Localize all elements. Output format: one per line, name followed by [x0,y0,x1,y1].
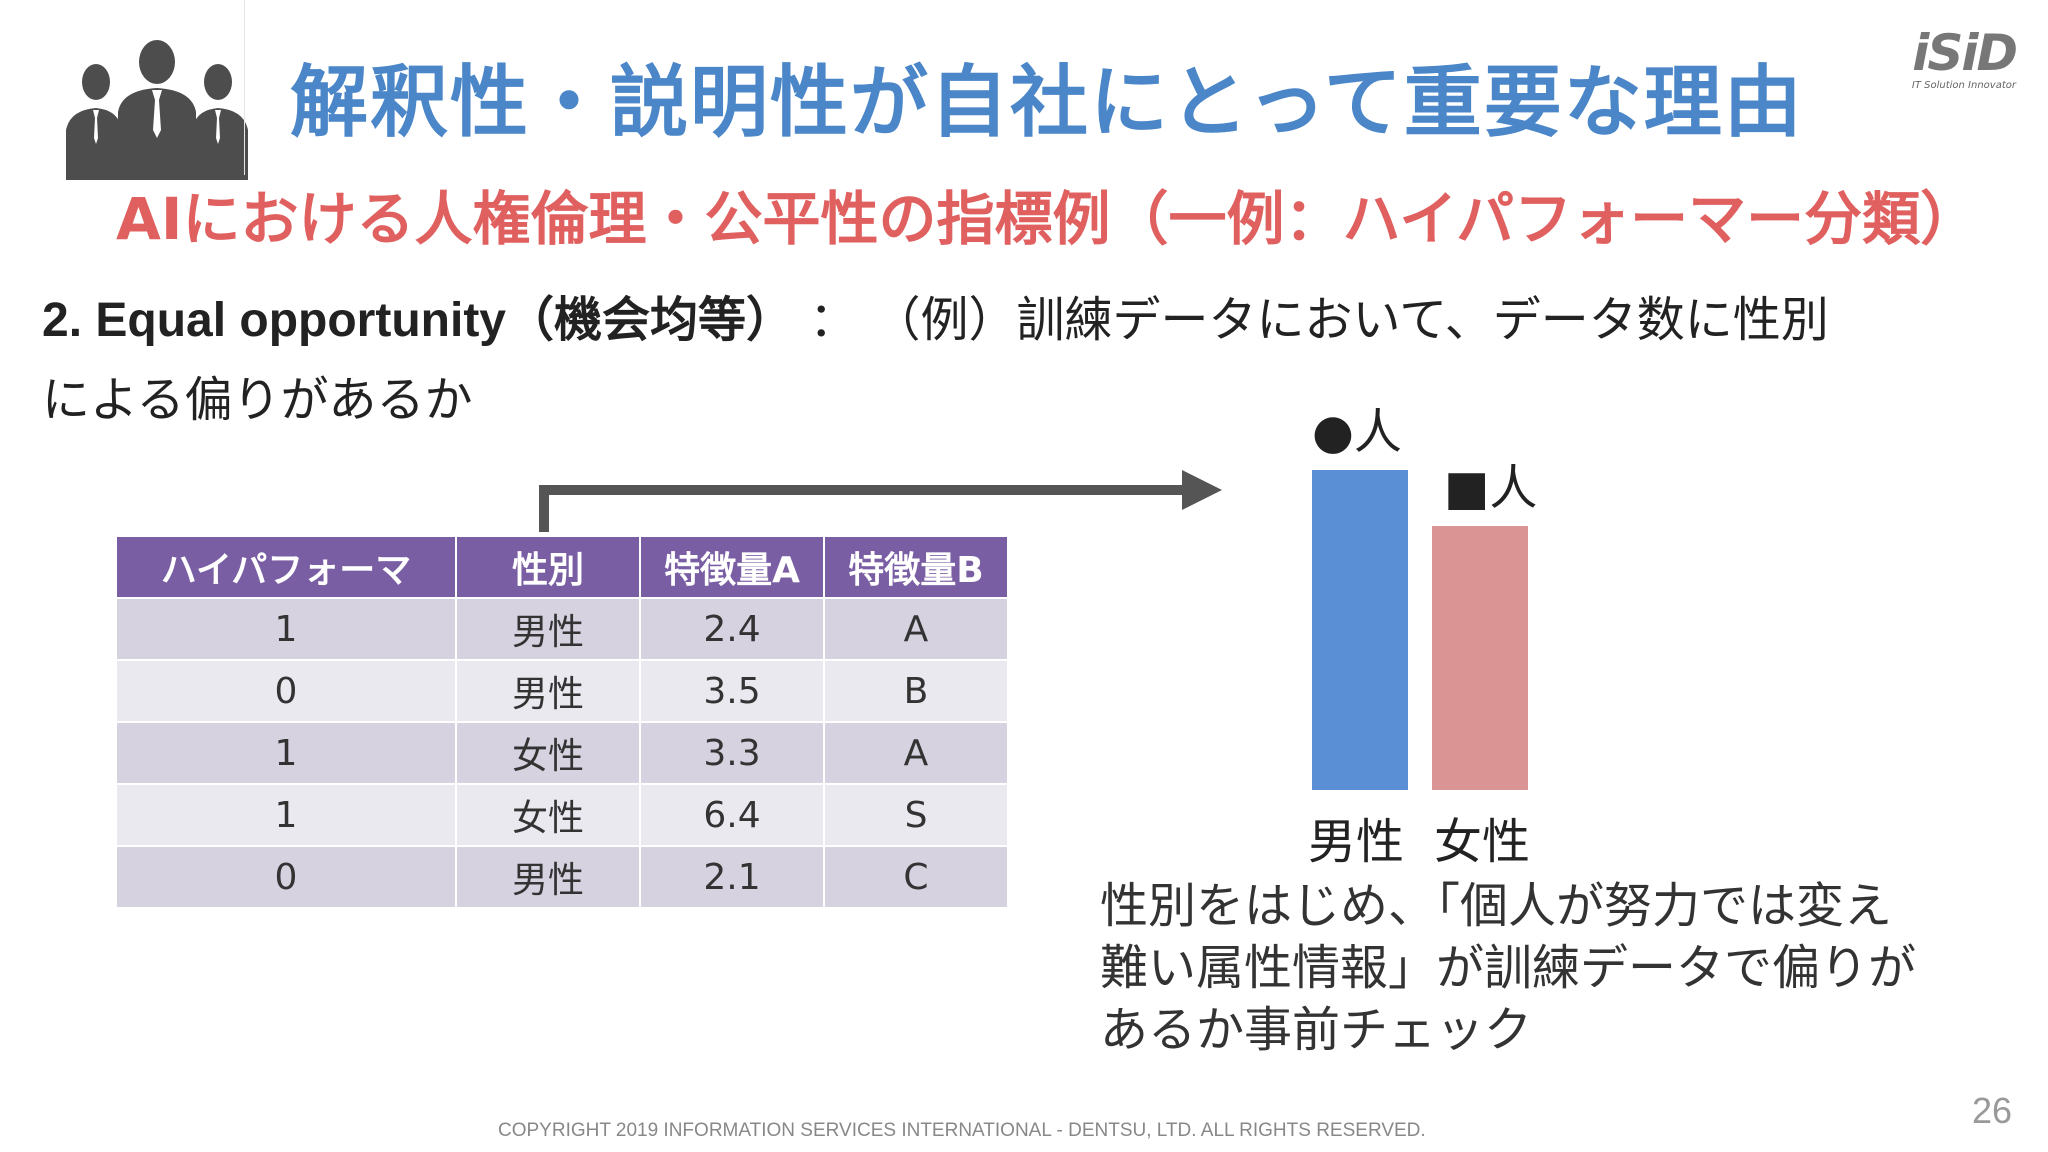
metric-term: 2. Equal opportunity（機会均等） [42,294,794,347]
page-number: 26 [1971,1090,2012,1131]
table-cell: 1 [115,783,457,847]
table-cell: A [823,721,1009,785]
table-cell: 0 [115,845,457,909]
bar-category-label-male: 男性 [1308,814,1405,870]
gender-count-bar-chart: ●人 ■人 [1312,404,1537,790]
conclusion-line: あるか事前チェック [1100,1002,1533,1058]
copyright-notice: COPYRIGHT 2019 INFORMATION SERVICES INTE… [498,1120,1426,1141]
description-part1: （例）訓練データにおいて、データ数に性別 [872,292,1829,348]
bar-category-label-female: 女性 [1434,814,1531,870]
separator: ： [809,292,858,348]
logo-mark: iSiD [1912,24,2018,82]
table-cell: 男性 [455,659,641,723]
table-cell: 3.3 [639,721,825,785]
table-cell: 1 [115,721,457,785]
table-cell: B [823,659,1009,723]
table-cell: 女性 [455,721,641,785]
table-cell: 3.5 [639,659,825,723]
table-row: 0 男性 2.1 C [115,845,1009,909]
section-subtitle: AIにおける人権倫理・公平性の指標例（一例：ハイパフォーマー分類） [116,185,1979,253]
company-logo: iSiD IT Solution Innovator [1896,24,2018,91]
bar-0 [1312,470,1408,790]
table-row: 1 女性 6.4 S [115,783,1009,847]
table-row: 1 男性 2.4 A [115,597,1009,661]
column-header-high-performer: ハイパフォーマ [115,535,457,599]
table-row: 0 男性 3.5 B [115,659,1009,723]
table-cell: 1 [115,597,457,661]
table-cell: S [823,783,1009,847]
column-header-feature-b: 特徴量B [823,535,1009,599]
table-row: 1 女性 3.3 A [115,721,1009,785]
business-people-icon [66,40,248,180]
table-cell: 2.1 [639,845,825,909]
table-cell: C [823,845,1009,909]
flow-arrow [539,470,1222,532]
body-text-line1: 2. Equal opportunity（機会均等） ： （例）訓練データにおい… [42,280,1829,350]
conclusion-line: 性別をはじめ、「個人が努力では変え [1100,878,1893,934]
table-cell: 女性 [455,783,641,847]
column-header-feature-a: 特徴量A [639,535,825,599]
bar-value-label-0: ●人 [1312,404,1402,460]
training-data-table: ハイパフォーマ 性別 特徴量A 特徴量B 1 男性 2.4 A 0 男性 3.5… [115,535,1009,909]
table-cell: A [823,597,1009,661]
table-header-row: ハイパフォーマ 性別 特徴量A 特徴量B [115,535,1009,599]
bar-value-label-1: ■人 [1444,460,1537,516]
header-divider [244,0,245,175]
body-text-line2: による偏りがあるか [42,372,473,428]
table-cell: 6.4 [639,783,825,847]
conclusion-line: 難い属性情報」が訓練データで偏りが [1100,940,1917,996]
conclusion-text: 性別をはじめ、「個人が努力では変え 難い属性情報」が訓練データで偏りが あるか事… [1100,875,1916,1061]
page-title: 解釈性・説明性が自社にとって重要な理由 [290,58,1804,148]
logo-tagline: IT Solution Innovator [1911,80,2016,91]
table-cell: 男性 [455,845,641,909]
column-header-gender: 性別 [455,535,641,599]
bar-1 [1432,526,1528,790]
table-cell: 2.4 [639,597,825,661]
table-cell: 0 [115,659,457,723]
table-cell: 男性 [455,597,641,661]
